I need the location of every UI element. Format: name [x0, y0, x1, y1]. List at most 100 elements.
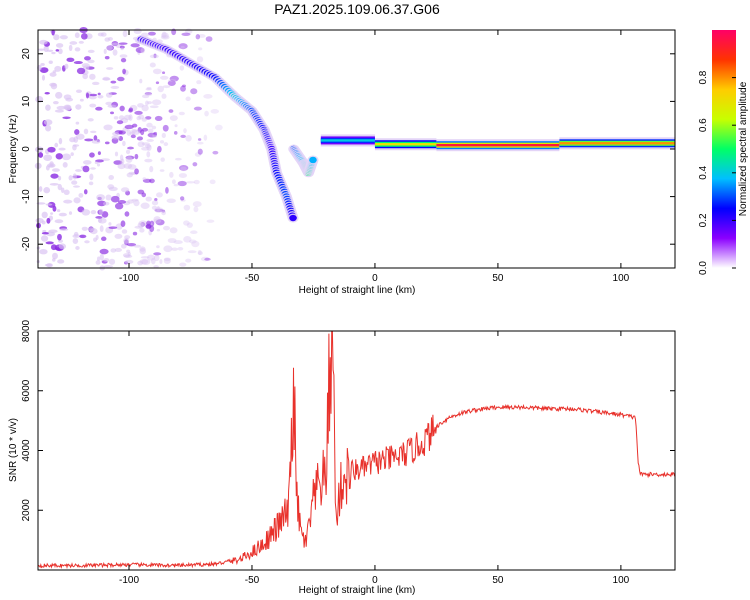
- spectrogram-noise-blob: [151, 205, 158, 210]
- spectrogram-noise-blob: [142, 177, 147, 181]
- spectrogram-noise-blob: [153, 252, 162, 256]
- spectrogram-noise-blob: [144, 92, 152, 95]
- colorbar-label: Normalized spectral amplitude: [738, 81, 749, 216]
- spectrogram-noise-blob: [90, 167, 96, 170]
- spectrogram-noise-blob: [95, 260, 101, 265]
- spectrogram-noise-blob: [161, 32, 169, 39]
- snr-ytick-label: 6000: [21, 379, 32, 402]
- spectrogram-noise-blob: [81, 63, 90, 68]
- spectrogram-noise-blob: [151, 125, 157, 130]
- spectrogram-noise-blob: [58, 137, 63, 145]
- snr-axes: -100 -50 0 50 100 2000 4000 6000 8000: [21, 319, 675, 586]
- spectrogram-noise-blob: [102, 201, 110, 206]
- spectrogram-noise-blob: [43, 187, 51, 194]
- spectrogram-noise-blob: [168, 79, 177, 82]
- spectrogram-noise-blob: [52, 101, 59, 105]
- spectrogram-noise-blob: [120, 47, 124, 51]
- spectrogram-noise-blob: [156, 245, 160, 249]
- spectrogram-noise-blob: [97, 32, 104, 37]
- spectrogram-noise-blob: [144, 144, 152, 149]
- spectrogram-noise-blob: [75, 104, 82, 110]
- spectrogram-noise-blob: [95, 216, 103, 219]
- spectrogram-noise-blob: [149, 105, 159, 109]
- spectrogram-noise-blob: [194, 152, 202, 157]
- spectrogram-noise-blob: [96, 194, 106, 201]
- spectrogram-noise-blob: [137, 222, 144, 228]
- spectrogram-noise-blob: [116, 120, 124, 125]
- snr-frame: [37, 330, 676, 571]
- spectrogram-noise-blob: [84, 138, 94, 142]
- spectrogram-noise-blob: [89, 103, 97, 108]
- spectrogram-noise-blob: [135, 47, 145, 54]
- spectrogram-noise-blob: [142, 94, 150, 99]
- spectrogram-noise-blob: [81, 209, 91, 216]
- spectrogram-noise-blob: [55, 91, 63, 99]
- spectrogram-noise-blob: [47, 146, 56, 153]
- spectrogram-noise-blob: [98, 208, 104, 215]
- spectrogram-noise-blob: [133, 199, 140, 207]
- spectrogram-noise-blob: [178, 43, 188, 50]
- spectrogram-noise-blob: [133, 244, 142, 248]
- spectrogram-noise-blob: [80, 32, 88, 40]
- spectrogram-noise-blob: [85, 92, 90, 99]
- spectrogram-noise-blob: [82, 165, 90, 173]
- spectrogram-branch-point: [309, 156, 317, 164]
- spectrogram-noise-blob: [68, 211, 73, 215]
- snr-xtick-label: 0: [372, 575, 378, 586]
- spectrogram-noise-blob: [64, 63, 69, 70]
- spectrogram-noise-blob: [131, 198, 139, 202]
- spectrogram-noise-blob: [55, 43, 64, 48]
- spectrogram-noise-blob: [127, 164, 137, 170]
- spectrogram-noise-blob: [75, 121, 80, 125]
- spectrogram-noise-blob: [193, 106, 202, 111]
- spectrogram-noise-blob: [121, 229, 128, 234]
- spectrogram-noise-blob: [141, 259, 151, 265]
- spectrogram-noise-blob: [44, 91, 50, 95]
- spectrogram-noise-blob: [101, 236, 107, 242]
- spectrogram-ytick-label: 0: [21, 146, 32, 152]
- spectrogram-noise-blob: [200, 256, 210, 262]
- spectrogram-noise-blob: [87, 227, 95, 232]
- spectrogram-xtick-label: 50: [492, 273, 504, 284]
- spectrogram-noise-blob: [46, 49, 54, 52]
- colorbar-gradient: [712, 30, 736, 268]
- spectrogram-noise-blob: [125, 149, 131, 155]
- spectrogram-noise-blob: [76, 67, 86, 75]
- spectrogram-noise-blob: [140, 222, 146, 227]
- spectrogram-noise-blob: [127, 252, 131, 257]
- spectrogram-noise-blob: [102, 77, 111, 81]
- spectrogram-noise-blob: [180, 199, 186, 202]
- spectrogram-noise-blob: [161, 93, 167, 99]
- spectrogram-noise-blob: [191, 240, 200, 248]
- spectrogram-ylabel: Frequency (Hz): [8, 115, 19, 184]
- spectrogram-noise-blob: [55, 49, 60, 52]
- spectrogram-noise-blob: [146, 151, 151, 158]
- spectrogram-noise-blob: [187, 250, 197, 254]
- spectrogram-noise-blob: [140, 129, 145, 136]
- spectrogram-noise-blob: [79, 234, 87, 239]
- spectrogram-noise-blob: [97, 92, 101, 96]
- spectrogram-noise-blob: [48, 60, 53, 64]
- spectrogram-noise-blob: [45, 165, 50, 171]
- spectrogram-noise-blob: [53, 34, 60, 41]
- colorbar: 0.0 0.2 0.4 0.6 0.8 Normalized spectral ampl…: [698, 30, 749, 275]
- spectrogram-noise-blob: [110, 80, 117, 84]
- spectrogram-noise-blob: [74, 32, 80, 39]
- spectrogram-noise-blob: [197, 141, 204, 145]
- spectrogram-noise-blob: [105, 194, 112, 201]
- spectrogram-xtick-label: -50: [245, 273, 260, 284]
- spectrogram-noise-blob: [72, 173, 77, 180]
- spectrogram-noise-blob: [159, 259, 163, 264]
- spectrogram-noise-blob: [71, 180, 78, 185]
- spectrogram-noise-blob: [118, 42, 128, 45]
- spectrogram-noise-blob: [156, 228, 161, 232]
- snr-xlabel: Height of straight line (km): [299, 585, 416, 596]
- spectrogram-noise-blob: [118, 115, 125, 121]
- spectrogram-noise-blob: [110, 111, 115, 115]
- spectrogram-noise-blob: [154, 208, 164, 212]
- spectrogram-noise-blob: [62, 161, 68, 168]
- spectrogram-noise-blob: [190, 88, 198, 95]
- spectrogram-noise-blob: [103, 124, 113, 131]
- spectrogram-noise-blob: [73, 231, 79, 237]
